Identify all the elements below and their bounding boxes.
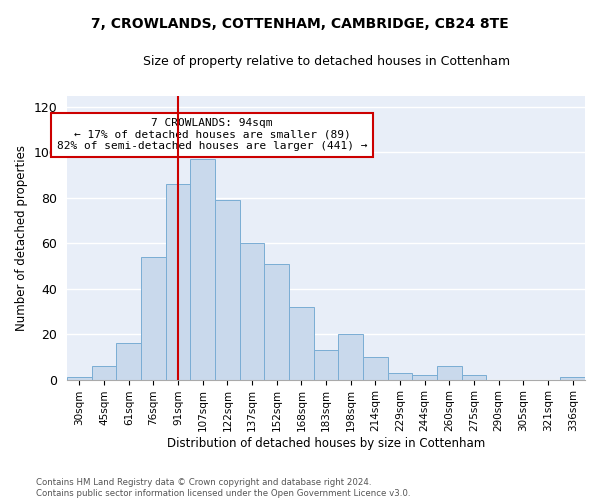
- Text: Contains HM Land Registry data © Crown copyright and database right 2024.
Contai: Contains HM Land Registry data © Crown c…: [36, 478, 410, 498]
- Bar: [240, 244, 265, 380]
- Bar: [314, 350, 338, 380]
- Bar: [166, 184, 190, 380]
- Bar: [560, 378, 585, 380]
- Text: 7 CROWLANDS: 94sqm
← 17% of detached houses are smaller (89)
82% of semi-detache: 7 CROWLANDS: 94sqm ← 17% of detached hou…: [57, 118, 367, 152]
- Title: Size of property relative to detached houses in Cottenham: Size of property relative to detached ho…: [143, 55, 509, 68]
- X-axis label: Distribution of detached houses by size in Cottenham: Distribution of detached houses by size …: [167, 437, 485, 450]
- Bar: [116, 343, 141, 380]
- Bar: [92, 366, 116, 380]
- Bar: [388, 373, 412, 380]
- Bar: [363, 357, 388, 380]
- Bar: [437, 366, 462, 380]
- Bar: [215, 200, 240, 380]
- Bar: [289, 307, 314, 380]
- Y-axis label: Number of detached properties: Number of detached properties: [15, 144, 28, 330]
- Bar: [338, 334, 363, 380]
- Bar: [141, 257, 166, 380]
- Bar: [67, 378, 92, 380]
- Bar: [190, 159, 215, 380]
- Bar: [462, 375, 487, 380]
- Bar: [412, 375, 437, 380]
- Text: 7, CROWLANDS, COTTENHAM, CAMBRIDGE, CB24 8TE: 7, CROWLANDS, COTTENHAM, CAMBRIDGE, CB24…: [91, 18, 509, 32]
- Bar: [265, 264, 289, 380]
